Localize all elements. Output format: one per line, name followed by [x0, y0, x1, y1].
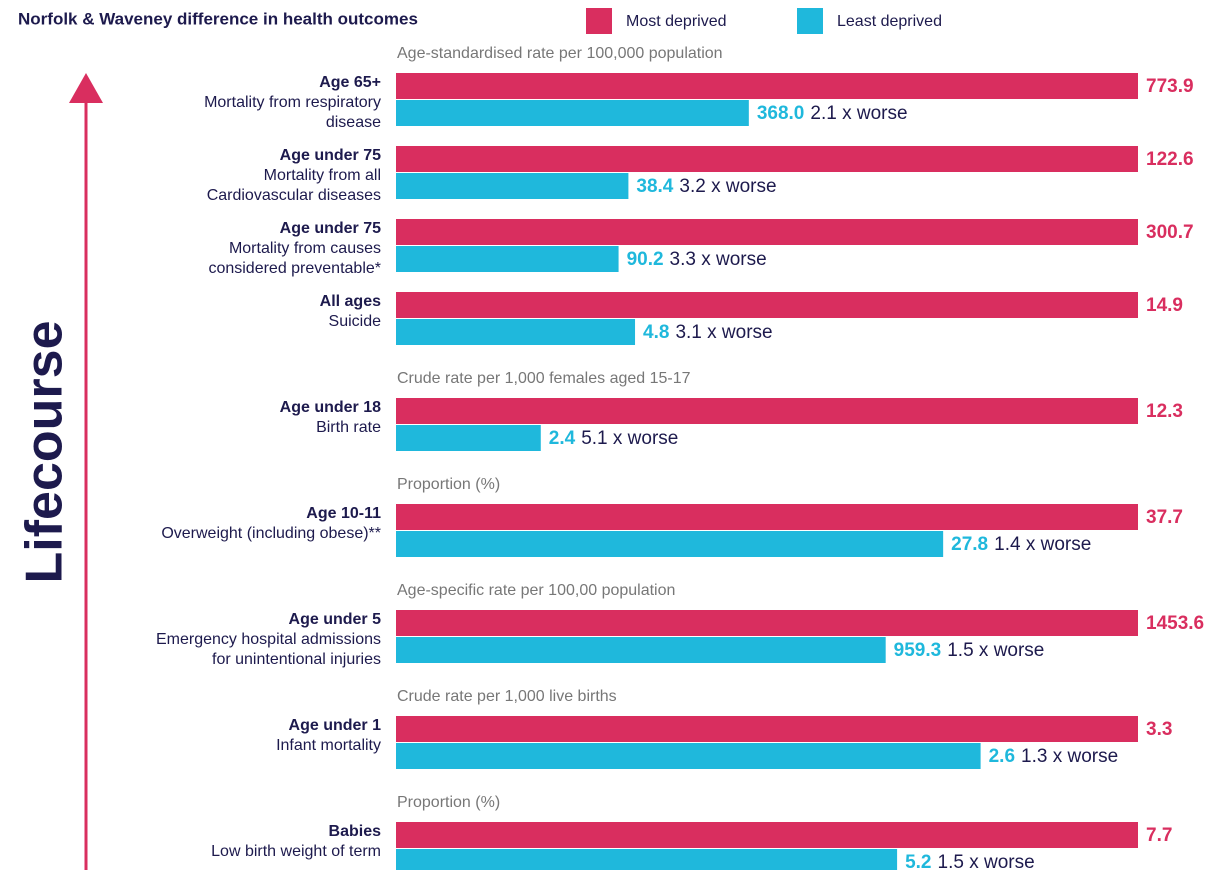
value-label: 5.2: [905, 852, 931, 870]
bar: [396, 531, 944, 557]
value-label: 3.3: [1146, 719, 1172, 740]
indicator-label: considered preventable*: [208, 260, 381, 277]
value-label: 38.4: [636, 176, 673, 197]
unit-label: Proportion (%): [397, 476, 500, 493]
value-label-group: 3.3: [1146, 719, 1172, 740]
bar: [396, 100, 749, 126]
value-label-group: 1453.6: [1146, 613, 1204, 634]
bar: [396, 292, 1138, 318]
chart-title: Norfolk & Waveney difference in health o…: [18, 9, 418, 28]
indicator-label: Emergency hospital admissions: [156, 631, 381, 648]
bar: [396, 716, 1138, 742]
bar: [396, 504, 1138, 530]
legend-swatch: [797, 8, 823, 34]
value-label-group: 12.3: [1146, 401, 1183, 422]
value-label-group: 959.3 1.5 x worse: [894, 640, 1045, 661]
bar: [396, 637, 886, 663]
bar: [396, 173, 629, 199]
value-label: 122.6: [1146, 149, 1194, 170]
value-label-group: 7.7: [1146, 825, 1172, 846]
indicator-label: Birth rate: [316, 419, 381, 436]
bar: [396, 319, 636, 345]
bar: [396, 610, 1138, 636]
indicator-label: Infant mortality: [276, 737, 381, 754]
value-label-group: 122.6: [1146, 149, 1194, 170]
indicator-label: Overweight (including obese)**: [161, 525, 381, 542]
value-label: 1453.6: [1146, 613, 1204, 634]
value-label: 2.4: [549, 428, 576, 449]
value-label-group: 90.2 3.3 x worse: [627, 249, 767, 270]
bar: [396, 822, 1138, 848]
value-label: 12.3: [1146, 401, 1183, 422]
value-label: 90.2: [627, 249, 664, 270]
legend-swatch: [586, 8, 612, 34]
bar: [396, 398, 1138, 424]
indicator-label: Mortality from all: [264, 167, 381, 184]
bar: [396, 219, 1138, 245]
value-label-group: 37.7: [1146, 507, 1183, 528]
value-label-group: 2.4 5.1 x worse: [549, 428, 679, 449]
unit-label: Crude rate per 1,000 females aged 15-17: [397, 370, 691, 387]
ratio-label: 3.1 x worse: [675, 322, 772, 343]
arrow-head: [69, 73, 103, 103]
value-label: 37.7: [1146, 507, 1183, 528]
value-label: 368.0: [757, 103, 805, 124]
group-label: Age under 18: [280, 399, 381, 416]
value-label-group: 4.8 3.1 x worse: [643, 322, 773, 343]
bar: [396, 743, 981, 769]
group-label: Age 10-11: [306, 505, 381, 522]
value-label: 773.9: [1146, 76, 1194, 97]
bar: [396, 425, 541, 451]
axis-label: Lifecourse: [16, 321, 74, 584]
unit-label: Proportion (%): [397, 794, 500, 811]
group-label: Age under 5: [289, 611, 382, 628]
unit-label: Age-standardised rate per 100,000 popula…: [397, 45, 723, 62]
value-label-group: 14.9: [1146, 295, 1183, 316]
group-label: Age under 75: [280, 147, 381, 164]
group-label: Age under 1: [289, 717, 382, 734]
bar: [396, 73, 1138, 99]
group-label: Age 65+: [319, 74, 381, 91]
indicator-label: Low birth weight of term: [211, 843, 381, 860]
unit-label: Age-specific rate per 100,00 population: [397, 582, 675, 599]
value-label-group: 773.9: [1146, 76, 1194, 97]
value-label-group: 368.0 2.1 x worse: [757, 103, 908, 124]
group-label: Age under 75: [280, 220, 381, 237]
unit-label: Crude rate per 1,000 live births: [397, 688, 617, 705]
bar: [396, 146, 1138, 172]
indicator-label: for unintentional injuries: [212, 651, 381, 668]
indicator-label: Suicide: [329, 313, 382, 330]
ratio-label: 1.3 x worse: [1021, 746, 1118, 767]
ratio-label: 1.5 x worse: [947, 640, 1044, 661]
value-label: 959.3: [894, 640, 942, 661]
value-label: 300.7: [1146, 222, 1194, 243]
value-label-group: 300.7: [1146, 222, 1194, 243]
ratio-label: 3.2 x worse: [679, 176, 776, 197]
ratio-label: 1.4 x worse: [994, 534, 1091, 555]
ratio-label: 1.5 x worse: [938, 852, 1035, 870]
value-label: 2.6: [989, 746, 1015, 767]
ratio-label: 5.1 x worse: [581, 428, 678, 449]
indicator-label: Cardiovascular diseases: [207, 187, 381, 204]
indicator-label: Mortality from respiratory: [204, 94, 381, 111]
ratio-label: 3.3 x worse: [670, 249, 767, 270]
ratio-label: 2.1 x worse: [810, 103, 907, 124]
value-label-group: 2.6 1.3 x worse: [989, 746, 1119, 767]
legend-label: Most deprived: [626, 13, 727, 30]
value-label: 27.8: [951, 534, 988, 555]
value-label: 14.9: [1146, 295, 1183, 316]
value-label: 4.8: [643, 322, 669, 343]
indicator-label: Mortality from causes: [229, 240, 381, 257]
value-label-group: 27.8 1.4 x worse: [951, 534, 1091, 555]
bar: [396, 246, 619, 272]
value-label-group: 5.2 1.5 x worse: [905, 852, 1035, 870]
value-label: 7.7: [1146, 825, 1172, 846]
group-label: Babies: [329, 823, 382, 840]
legend-label: Least deprived: [837, 13, 942, 30]
bar: [396, 849, 898, 870]
value-label-group: 38.4 3.2 x worse: [636, 176, 776, 197]
group-label: All ages: [320, 293, 381, 310]
indicator-label: disease: [326, 114, 381, 131]
